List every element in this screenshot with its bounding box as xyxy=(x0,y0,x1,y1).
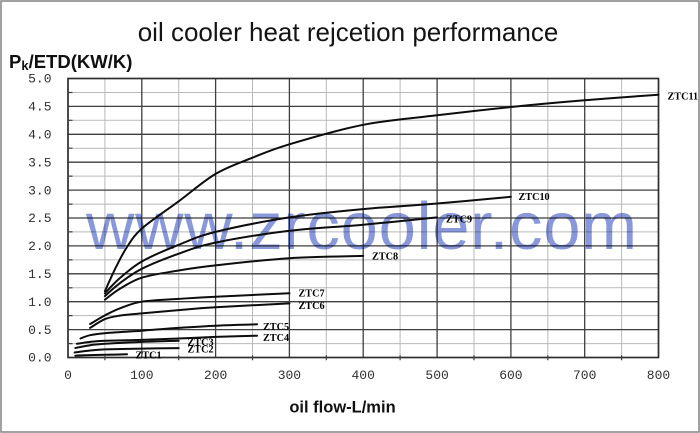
svg-text:ZTC8: ZTC8 xyxy=(372,252,398,263)
svg-text:4.0: 4.0 xyxy=(28,128,51,143)
svg-text:700: 700 xyxy=(573,368,596,383)
svg-text:ZTC3: ZTC3 xyxy=(188,338,214,349)
svg-text:400: 400 xyxy=(351,368,374,383)
svg-text:3.0: 3.0 xyxy=(28,183,51,198)
svg-text:2.5: 2.5 xyxy=(28,211,51,226)
svg-text:ZTC11: ZTC11 xyxy=(668,92,699,103)
svg-text:200: 200 xyxy=(204,368,227,383)
svg-text:100: 100 xyxy=(130,368,153,383)
svg-text:600: 600 xyxy=(499,368,522,383)
svg-text:1.5: 1.5 xyxy=(28,267,51,282)
svg-text:800: 800 xyxy=(647,368,670,383)
svg-text:ZTC10: ZTC10 xyxy=(519,192,550,203)
svg-text:0.0: 0.0 xyxy=(28,351,51,366)
svg-text:ZTC6: ZTC6 xyxy=(299,301,325,312)
svg-text:Pk/ETD(KW/K): Pk/ETD(KW/K) xyxy=(9,51,132,73)
svg-text:ZTC9: ZTC9 xyxy=(446,215,472,226)
svg-text:4.5: 4.5 xyxy=(28,100,51,115)
svg-text:ZTC7: ZTC7 xyxy=(299,289,325,300)
svg-text:oil flow-L/min: oil flow-L/min xyxy=(289,399,395,417)
svg-text:1.0: 1.0 xyxy=(28,295,51,310)
svg-text:www.zrcooler.com: www.zrcooler.com xyxy=(85,189,638,264)
svg-text:300: 300 xyxy=(278,368,301,383)
svg-text:ZTC2: ZTC2 xyxy=(188,344,214,355)
svg-text:3.5: 3.5 xyxy=(28,155,51,170)
svg-text:0: 0 xyxy=(64,368,72,383)
svg-text:ZTC1: ZTC1 xyxy=(136,351,162,362)
svg-text:ZTC4: ZTC4 xyxy=(263,333,289,344)
svg-text:2.0: 2.0 xyxy=(28,239,51,254)
svg-text:5.0: 5.0 xyxy=(28,72,51,87)
svg-text:ZTC5: ZTC5 xyxy=(263,322,289,333)
svg-text:500: 500 xyxy=(425,368,448,383)
svg-text:0.5: 0.5 xyxy=(28,323,51,338)
svg-text:oil cooler heat rejcetion perf: oil cooler heat rejcetion performance xyxy=(138,17,559,47)
